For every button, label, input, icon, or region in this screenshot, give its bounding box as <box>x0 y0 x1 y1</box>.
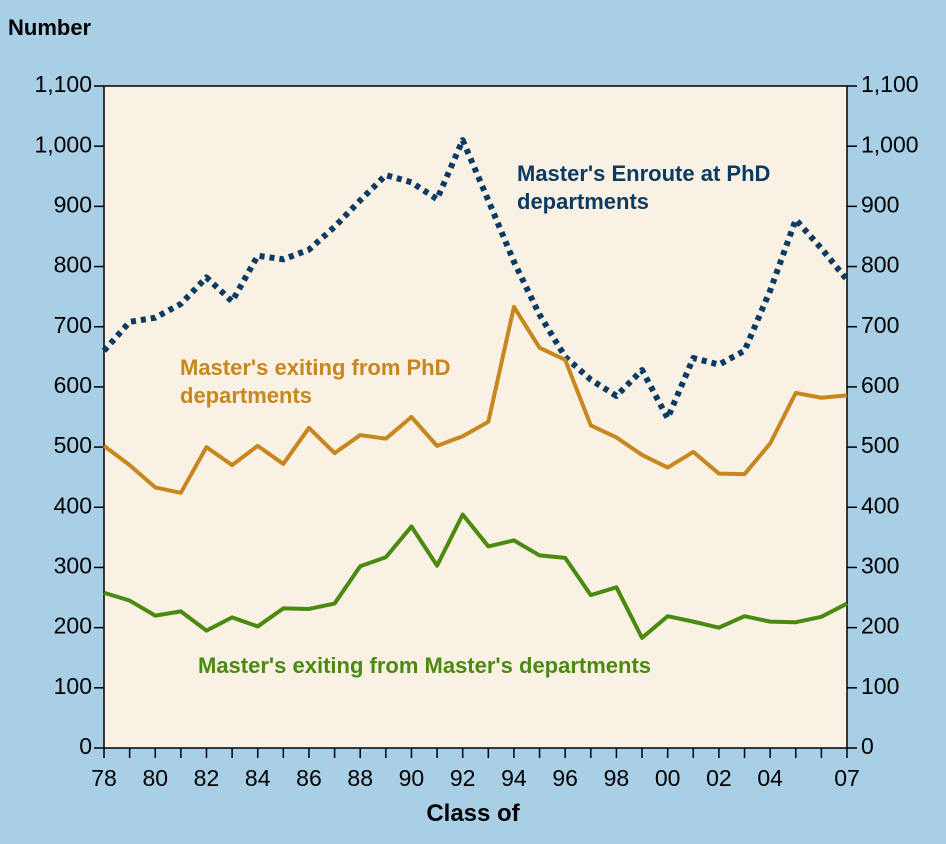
x-tick-label: 90 <box>399 765 425 791</box>
y2-tick-label: 1,000 <box>861 131 919 157</box>
y2-tick-label: 200 <box>861 613 899 639</box>
y2-tick-label: 600 <box>861 372 899 398</box>
y2-tick-label: 900 <box>861 191 899 217</box>
x-tick-label: 92 <box>450 765 476 791</box>
y-tick-label: 400 <box>54 492 92 518</box>
x-tick-label: 94 <box>501 765 527 791</box>
series-line <box>103 512 848 640</box>
x-tick-label: 96 <box>552 765 578 791</box>
y2-tick-label: 0 <box>861 733 874 759</box>
y2-tick-label: 100 <box>861 673 899 699</box>
x-tick-label: 84 <box>245 765 271 791</box>
y-axis-title: Number <box>8 15 92 40</box>
x-tick-label: 07 <box>834 765 860 791</box>
y-tick-label: 700 <box>54 312 92 338</box>
x-tick-label: 80 <box>142 765 168 791</box>
x-tick-label: 02 <box>706 765 732 791</box>
x-axis-title: Class of <box>426 800 520 827</box>
y2-tick-label: 800 <box>861 252 899 278</box>
y2-tick-label: 700 <box>861 312 899 338</box>
y-tick-label: 0 <box>79 733 92 759</box>
y-tick-label: 1,000 <box>34 131 92 157</box>
series-line <box>101 137 850 422</box>
y2-tick-label: 1,100 <box>861 71 919 97</box>
y-tick-label: 500 <box>54 432 92 458</box>
x-tick-label: 88 <box>347 765 373 791</box>
x-tick-label: 78 <box>91 765 117 791</box>
plot-area <box>103 85 848 749</box>
series-label: Master's exiting from PhD departments <box>180 355 451 408</box>
y-tick-label: 600 <box>54 372 92 398</box>
y-tick-label: 1,100 <box>34 71 92 97</box>
y-tick-label: 200 <box>54 613 92 639</box>
series-label: Master's exiting from Master's departmen… <box>198 653 652 678</box>
x-tick-label: 98 <box>604 765 630 791</box>
y-tick-label: 300 <box>54 553 92 579</box>
x-tick-label: 04 <box>757 765 783 791</box>
x-tick-label: 00 <box>655 765 681 791</box>
y2-tick-label: 500 <box>861 432 899 458</box>
y2-tick-label: 300 <box>861 553 899 579</box>
x-tick-label: 82 <box>194 765 220 791</box>
series-label: Master's Enroute at PhD departments <box>517 161 771 214</box>
y-tick-label: 900 <box>54 191 92 217</box>
x-tick-label: 86 <box>296 765 322 791</box>
y-tick-label: 100 <box>54 673 92 699</box>
y-tick-label: 800 <box>54 252 92 278</box>
series-line <box>102 304 848 495</box>
y2-tick-label: 400 <box>861 492 899 518</box>
